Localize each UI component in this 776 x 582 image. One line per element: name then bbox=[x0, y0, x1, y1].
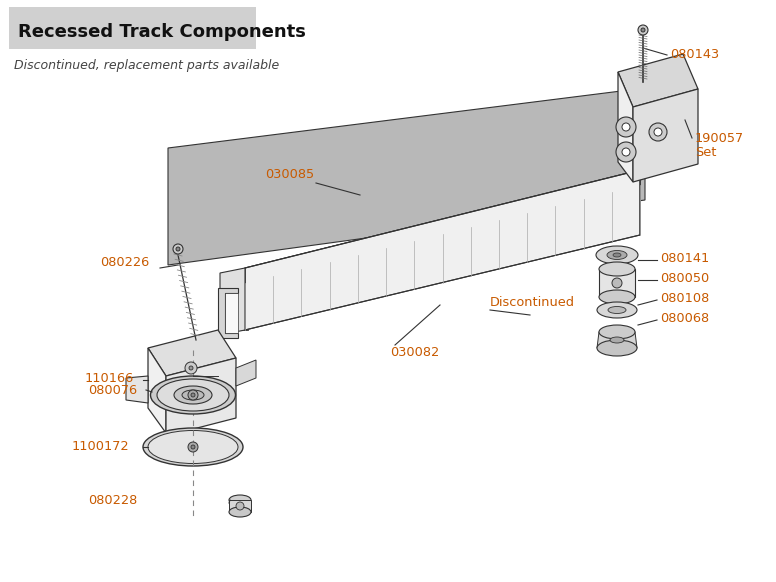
Polygon shape bbox=[597, 332, 637, 348]
Text: 080108: 080108 bbox=[660, 292, 709, 304]
Polygon shape bbox=[245, 170, 640, 283]
Text: Recessed Track Components: Recessed Track Components bbox=[18, 23, 306, 41]
Polygon shape bbox=[599, 269, 635, 297]
Circle shape bbox=[616, 117, 636, 137]
Polygon shape bbox=[618, 72, 633, 182]
Text: 080050: 080050 bbox=[660, 271, 709, 285]
Ellipse shape bbox=[599, 290, 635, 304]
Circle shape bbox=[622, 123, 630, 131]
Ellipse shape bbox=[157, 379, 229, 411]
Text: 080143: 080143 bbox=[670, 48, 719, 62]
Text: Discontinued, replacement parts available: Discontinued, replacement parts availabl… bbox=[14, 59, 279, 72]
Polygon shape bbox=[148, 330, 236, 376]
Polygon shape bbox=[166, 358, 236, 436]
Circle shape bbox=[641, 28, 645, 32]
Text: 080228: 080228 bbox=[88, 494, 137, 506]
Polygon shape bbox=[236, 360, 256, 386]
Polygon shape bbox=[148, 348, 166, 433]
Circle shape bbox=[638, 25, 648, 35]
Circle shape bbox=[612, 278, 622, 288]
Ellipse shape bbox=[608, 307, 626, 314]
Ellipse shape bbox=[148, 431, 238, 463]
Polygon shape bbox=[633, 89, 698, 182]
Circle shape bbox=[236, 502, 244, 510]
Ellipse shape bbox=[229, 495, 251, 505]
Ellipse shape bbox=[597, 302, 637, 318]
Circle shape bbox=[654, 128, 662, 136]
FancyBboxPatch shape bbox=[9, 7, 256, 49]
Ellipse shape bbox=[182, 390, 204, 400]
Polygon shape bbox=[168, 88, 645, 265]
Ellipse shape bbox=[174, 386, 212, 404]
Circle shape bbox=[616, 142, 636, 162]
Ellipse shape bbox=[597, 340, 637, 356]
Circle shape bbox=[188, 442, 198, 452]
Polygon shape bbox=[228, 285, 248, 330]
Ellipse shape bbox=[229, 507, 251, 517]
Text: 030082: 030082 bbox=[390, 346, 439, 359]
Text: Set: Set bbox=[695, 147, 716, 159]
Circle shape bbox=[185, 362, 197, 374]
Polygon shape bbox=[186, 433, 198, 453]
Circle shape bbox=[176, 247, 180, 251]
Polygon shape bbox=[220, 268, 245, 335]
Text: 030085: 030085 bbox=[265, 169, 314, 182]
Circle shape bbox=[188, 390, 198, 400]
Text: 190057: 190057 bbox=[695, 132, 744, 144]
Polygon shape bbox=[206, 433, 218, 453]
Text: 080226: 080226 bbox=[100, 255, 149, 268]
Polygon shape bbox=[229, 500, 251, 512]
Ellipse shape bbox=[607, 250, 627, 260]
Ellipse shape bbox=[610, 337, 624, 343]
Polygon shape bbox=[166, 433, 178, 453]
Polygon shape bbox=[225, 293, 238, 333]
Ellipse shape bbox=[596, 246, 638, 264]
Polygon shape bbox=[618, 54, 698, 107]
Ellipse shape bbox=[143, 428, 243, 466]
Ellipse shape bbox=[599, 262, 635, 276]
Circle shape bbox=[173, 244, 183, 254]
Circle shape bbox=[189, 366, 193, 370]
Ellipse shape bbox=[613, 253, 621, 257]
Text: Discontinued: Discontinued bbox=[490, 296, 575, 308]
Text: 080068: 080068 bbox=[660, 311, 709, 325]
Ellipse shape bbox=[599, 325, 635, 339]
Polygon shape bbox=[245, 170, 640, 330]
Text: 110166: 110166 bbox=[85, 371, 134, 385]
Text: 080076: 080076 bbox=[88, 384, 137, 396]
Circle shape bbox=[649, 123, 667, 141]
Text: 080141: 080141 bbox=[660, 251, 709, 264]
Polygon shape bbox=[218, 288, 238, 338]
Circle shape bbox=[191, 393, 195, 397]
Text: 1100172: 1100172 bbox=[72, 441, 130, 453]
Ellipse shape bbox=[151, 376, 235, 414]
Circle shape bbox=[191, 445, 195, 449]
Polygon shape bbox=[126, 376, 148, 403]
Circle shape bbox=[622, 148, 630, 156]
